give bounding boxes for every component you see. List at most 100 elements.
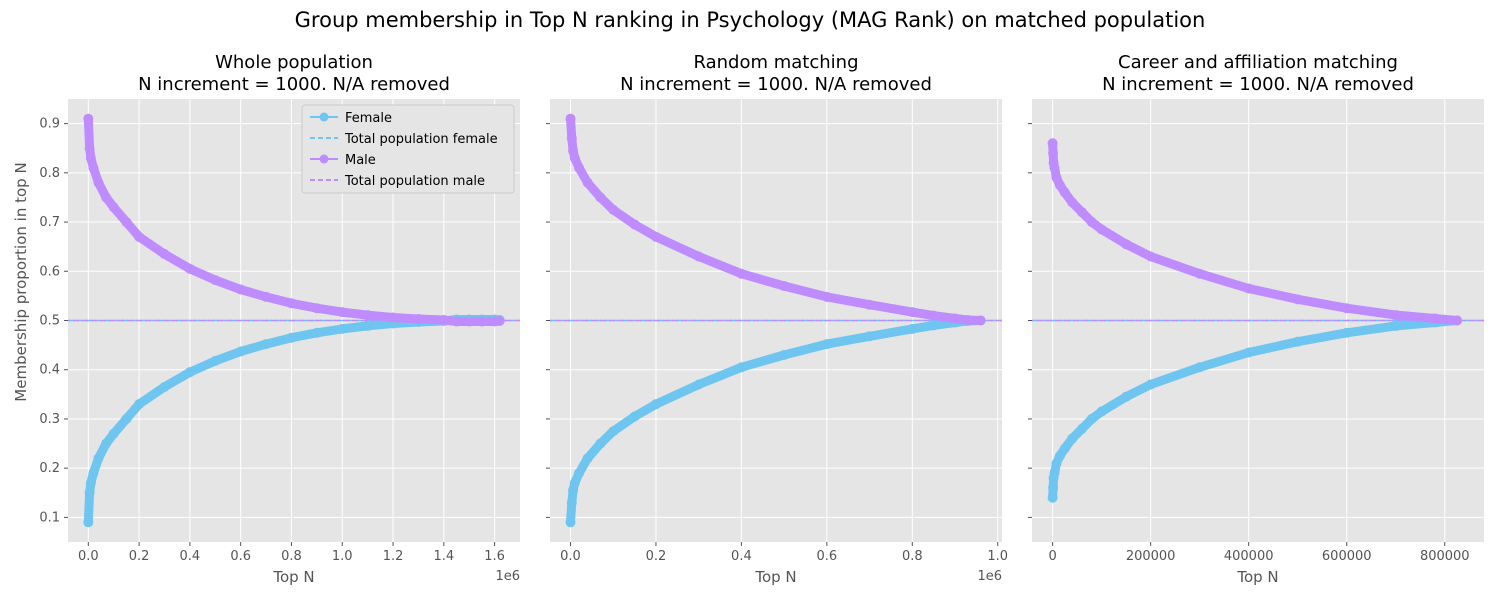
data-point-female: [235, 346, 246, 357]
data-point-female: [337, 323, 348, 334]
y-tick-label: 0.4: [39, 363, 60, 378]
data-point-female: [566, 497, 577, 508]
data-point-male: [1086, 217, 1097, 228]
x-tick-label: 0.6: [816, 549, 837, 564]
x-tick-label: 1.0: [987, 549, 1008, 564]
x-axis-multiplier: 1e6: [495, 569, 520, 584]
data-point-female: [1047, 492, 1058, 503]
data-point-female: [159, 381, 170, 392]
y-tick-label: 0.7: [39, 215, 60, 230]
data-point-male: [928, 310, 939, 321]
data-point-female: [629, 411, 640, 422]
data-point-male: [1194, 268, 1205, 279]
data-point-male: [438, 315, 449, 326]
data-point-female: [779, 349, 790, 360]
data-point-male: [413, 314, 424, 325]
data-point-female: [210, 355, 221, 366]
data-point-female: [1086, 413, 1097, 424]
legend-label-female: Female: [345, 111, 392, 126]
x-tick-label: 200000: [1126, 549, 1176, 564]
y-tick-label: 0.2: [39, 461, 60, 476]
x-tick-label: 0.2: [646, 549, 667, 564]
x-tick-label: 600000: [1322, 549, 1372, 564]
data-point-female: [1077, 423, 1088, 434]
data-point-female: [928, 320, 939, 331]
data-point-female: [569, 477, 580, 488]
data-point-female: [184, 367, 195, 378]
data-point-female: [134, 399, 145, 410]
x-tick-label: 0.8: [281, 549, 302, 564]
data-point-male: [464, 316, 475, 327]
chart-title-line2: N increment = 1000. N/A removed: [138, 74, 450, 95]
data-point-male: [1077, 207, 1088, 218]
data-point-male: [1292, 294, 1303, 305]
x-axis-multiplier: 1e6: [977, 569, 1002, 584]
data-point-male: [1049, 162, 1060, 173]
x-tick-label: 0.6: [230, 549, 251, 564]
chart-legend: Female Total population female Male Tota…: [301, 104, 515, 194]
data-point-female: [1341, 327, 1352, 338]
x-tick-label: 800000: [1420, 549, 1470, 564]
data-point-male: [1067, 197, 1078, 208]
data-point-male: [1047, 138, 1058, 149]
chart-panel-career-affiliation-matching: Career and affiliation matching N increm…: [1028, 52, 1484, 586]
data-point-male: [566, 133, 577, 144]
data-point-male: [184, 263, 195, 274]
data-point-male: [1390, 310, 1401, 321]
data-point-male: [1096, 224, 1107, 235]
data-point-male: [159, 249, 170, 260]
data-point-female: [311, 327, 322, 338]
data-point-female: [1048, 482, 1059, 493]
data-point-male: [83, 113, 94, 124]
data-point-female: [108, 428, 119, 439]
data-point-female: [736, 362, 747, 373]
y-axis-label: Membership proportion in top N: [12, 162, 30, 401]
data-point-female: [261, 339, 272, 350]
data-point-female: [101, 438, 112, 449]
data-point-male: [950, 313, 961, 324]
data-point-female: [582, 453, 593, 464]
data-point-female: [693, 379, 704, 390]
data-point-female: [864, 331, 875, 342]
data-point-male: [1121, 239, 1132, 250]
x-tick-label: 0.0: [78, 549, 99, 564]
x-tick-label: 400000: [1224, 549, 1274, 564]
data-point-male: [582, 177, 593, 188]
y-tick-label: 0.8: [39, 166, 60, 181]
x-tick-label: 1.0: [332, 549, 353, 564]
y-tick-label: 0.9: [39, 117, 60, 132]
chart-panel-whole-population: Whole population N increment = 1000. N/A…: [39, 52, 520, 586]
data-point-male: [864, 299, 875, 310]
data-point-male: [494, 315, 505, 326]
data-point-male: [362, 310, 373, 321]
data-point-male: [235, 284, 246, 295]
data-point-male: [736, 268, 747, 279]
data-point-female: [1145, 379, 1156, 390]
data-point-male: [337, 307, 348, 318]
data-point-male: [93, 177, 104, 188]
data-point-female: [84, 487, 95, 498]
data-point-female: [907, 323, 918, 334]
data-point-male: [693, 251, 704, 262]
data-point-female: [93, 453, 104, 464]
data-point-male: [565, 113, 576, 124]
chart-title-line1: Whole population: [215, 52, 373, 73]
chart-title-line2: N increment = 1000. N/A removed: [620, 74, 932, 95]
data-point-male: [121, 217, 132, 228]
data-point-female: [1121, 391, 1132, 402]
figure-title: Group membership in Top N ranking in Psy…: [294, 8, 1206, 32]
data-point-female: [1243, 347, 1254, 358]
data-point-female: [595, 438, 606, 449]
data-point-male: [779, 281, 790, 292]
data-point-male: [286, 298, 297, 309]
data-point-male: [975, 315, 986, 326]
data-point-male: [1429, 313, 1440, 324]
x-tick-label: 0.0: [560, 549, 581, 564]
data-point-female: [1292, 336, 1303, 347]
data-point-female: [1059, 443, 1070, 454]
data-point-male: [134, 231, 145, 242]
x-axis-label: Top N: [1236, 568, 1278, 586]
legend-label-total-male: Total population male: [344, 174, 485, 189]
x-tick-label: 1.6: [484, 549, 505, 564]
data-point-male: [311, 303, 322, 314]
